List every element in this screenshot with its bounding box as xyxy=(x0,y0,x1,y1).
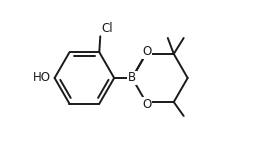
Text: Cl: Cl xyxy=(101,22,113,35)
Text: HO: HO xyxy=(33,72,51,84)
Text: B: B xyxy=(128,72,136,84)
Text: O: O xyxy=(142,45,152,58)
Text: O: O xyxy=(142,98,152,111)
